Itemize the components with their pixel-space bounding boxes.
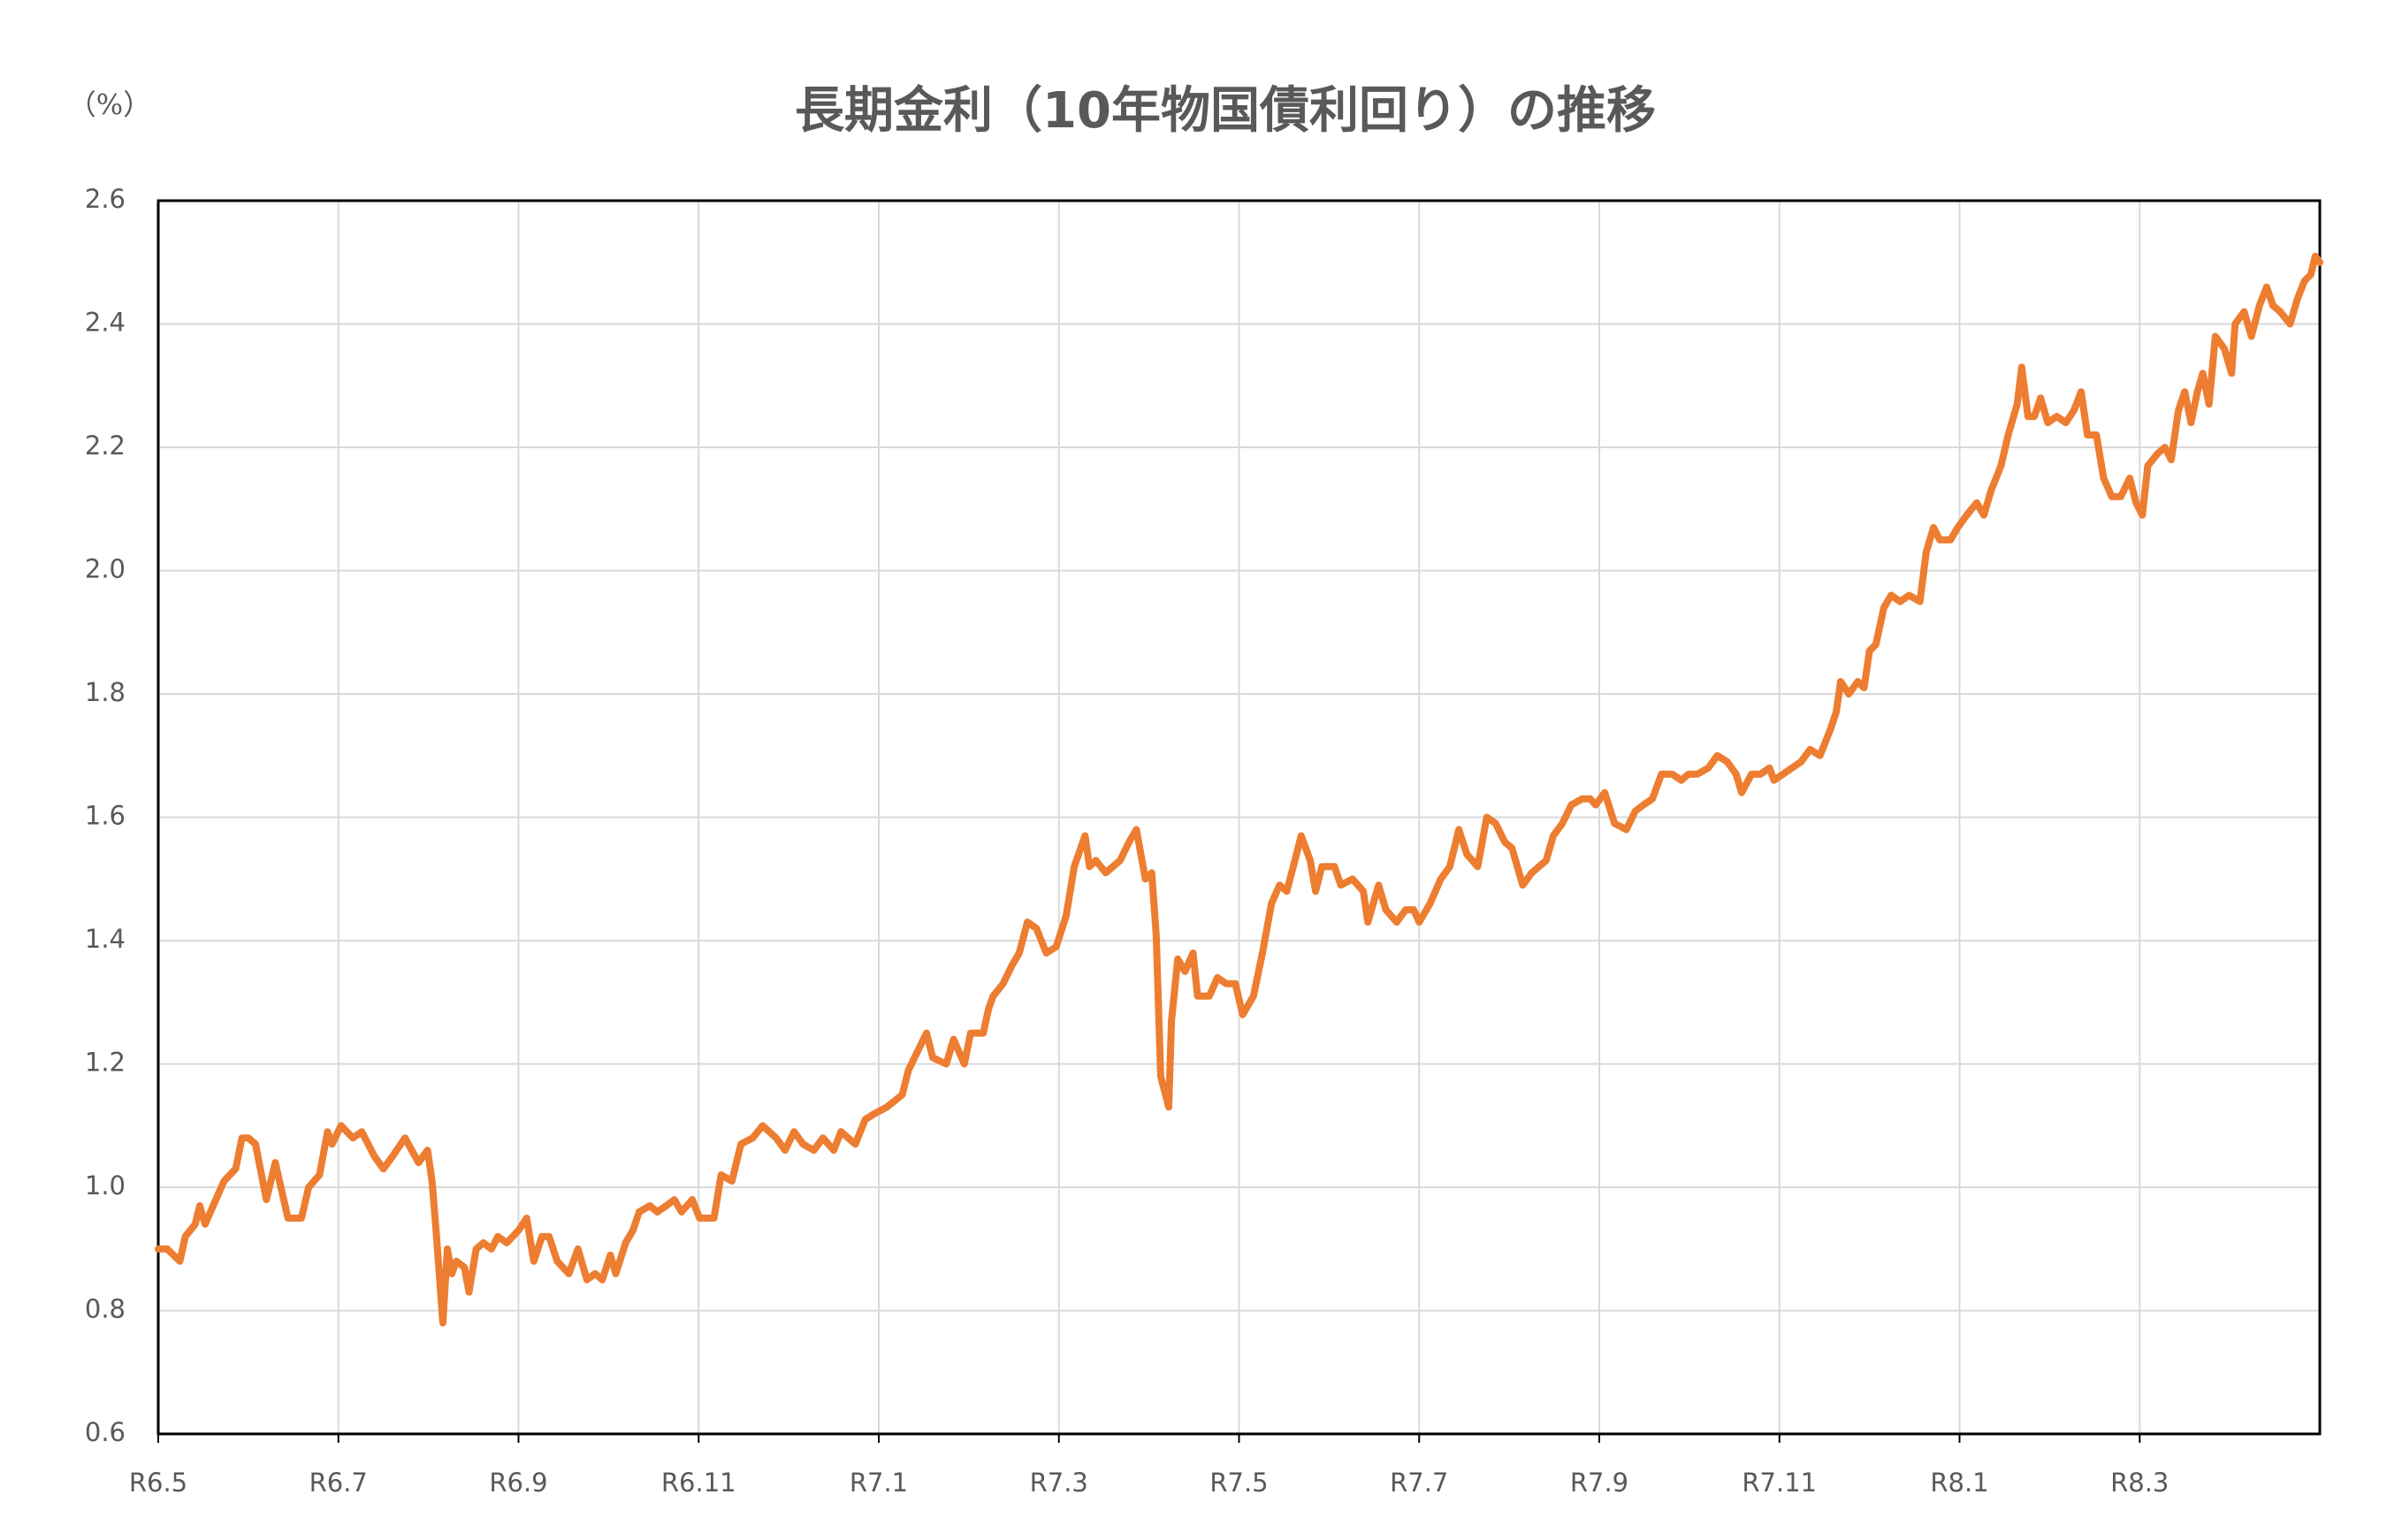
x-tick-label: R8.1 [1930,1468,1988,1498]
y-tick-label: 1.4 [85,924,126,954]
x-tick-label: R6.7 [309,1468,368,1498]
x-tick-label: R7.3 [1030,1468,1088,1498]
y-tick-label: 1.2 [85,1048,126,1078]
data-line [155,252,2323,1327]
y-tick-label: 1.6 [85,801,126,831]
x-tick-label: R7.9 [1570,1468,1628,1498]
x-tick-label: R7.11 [1742,1468,1817,1498]
x-tick-label: R8.3 [2110,1468,2169,1498]
y-tick-label: 0.6 [85,1417,126,1447]
x-tick-label: R6.9 [489,1468,547,1498]
y-tick-label: 2.0 [85,554,126,584]
plot-border [156,199,2322,1436]
x-tick-label: R7.7 [1390,1468,1448,1498]
x-tick-label: R6.11 [661,1468,736,1498]
y-axis-unit: （%） [68,88,151,122]
chart-title: 長期金利（10年物国債利回り）の推移 [795,82,1656,140]
x-tick-label: R7.5 [1209,1468,1268,1498]
y-tick-label: 1.8 [85,677,126,707]
x-tick-label: R7.1 [850,1468,908,1498]
y-tick-label: 2.2 [85,431,126,461]
y-tick-label: 2.6 [85,184,126,214]
y-tick-label: 2.4 [85,308,126,338]
y-tick-label: 0.8 [85,1294,126,1324]
x-tick-label: R6.5 [129,1468,187,1498]
y-tick-label: 1.0 [85,1170,126,1201]
